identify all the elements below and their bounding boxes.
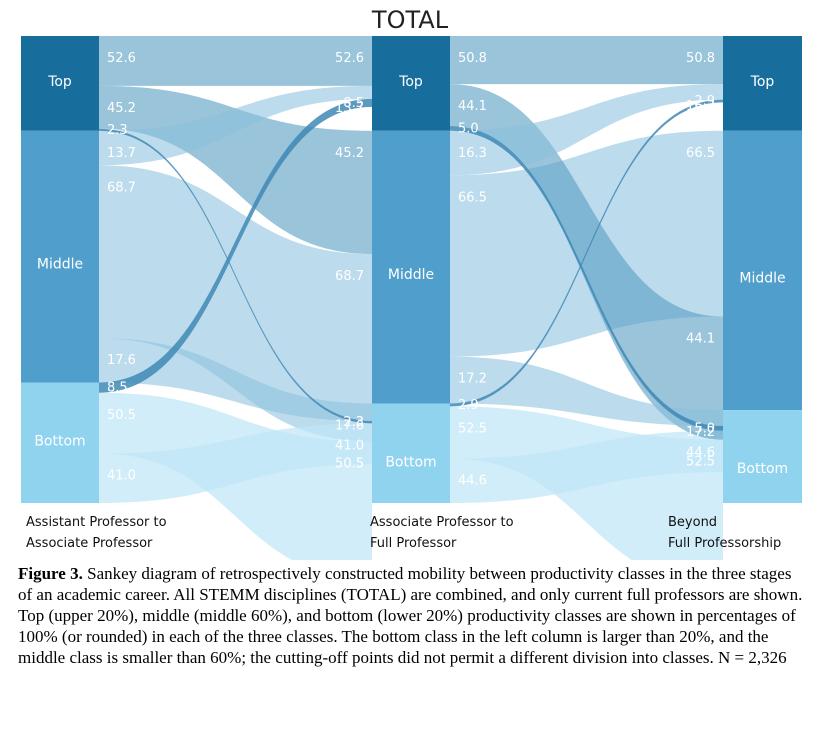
caption-label: Figure 3. [18,564,83,583]
flow-labels: 68.7 68.7 52.6 52.6 50.5 50.5 45.2 45.2 41.0 41.0… [107,51,715,489]
flow-label-target: 17.6 [335,419,364,434]
flow-band-s2-top-to-middle [450,84,723,440]
flow-label-source: 16.3 [458,146,487,161]
flow-label-source: 45.2 [107,101,136,116]
flow-label-source: 5.0 [458,121,479,136]
flow-label-target: 66.5 [686,146,715,161]
node-label-bottom: Bottom [34,434,85,450]
node-middle-col1 [21,130,99,383]
flow-band-s2-bottom-to-bottom [450,430,723,503]
flow-label-source: 52.6 [107,51,136,66]
flow-label-target: 8.5 [343,96,364,111]
flow-label-source: 66.5 [458,190,487,205]
node-label-bottom: Bottom [385,455,436,471]
node-top-col1 [21,36,99,131]
flow-label-source: 13.7 [107,146,136,161]
node-label-top: Top [398,74,423,90]
stage-label-1-line2: Associate Professor [26,536,153,551]
flow-band-s2-middle-to-top [450,84,723,176]
flow-label-target: 44.6 [686,446,715,461]
flow-label-source: 8.5 [107,381,128,396]
flow-label-source: 52.5 [458,421,487,436]
node-top-col2 [372,36,450,131]
flow-label-target: 52.5 [686,455,715,470]
node-bottom-col1 [21,382,99,503]
stage-label-1: Assistant Professor to Associate Profess… [26,512,167,554]
node-top-col3 [723,36,802,131]
flow-label-target: 41.0 [335,438,364,453]
node-label-bottom: Bottom [737,461,788,477]
stage-label-2-line2: Full Professor [370,536,457,551]
flow-label-source: 44.6 [458,474,487,489]
flow-label-target: 2.3 [343,415,364,430]
flow-label-source: 17.2 [458,372,487,387]
caption-text: Sankey diagram of retrospectively constr… [18,564,803,667]
node-middle-col2 [372,130,450,404]
flow-band-s2-top-to-bottom [450,125,723,431]
node-label-middle: Middle [388,267,434,283]
sankey-diagram: TOTAL Top Middle Bottom Top Middle Bottom Top M… [21,6,802,560]
flow-label-target: 44.1 [686,332,715,347]
flow-band-s1-bottom-to-bottom [99,423,372,503]
flow-label-source: 44.1 [458,99,487,114]
flow-label-target: 13.7 [335,101,364,116]
flow-label-target: 16.3 [686,99,715,114]
flow-band-s1-middle-to-middle [99,165,372,442]
class-nodes: Top Middle Bottom Top Middle Bottom Top Middle B… [21,36,802,503]
flow-bands [99,36,723,560]
flow-band-s1-top-to-bottom [99,128,372,424]
flow-label-source: 17.6 [107,353,136,368]
node-bottom-col2 [372,403,450,503]
flow-label-target: 45.2 [335,146,364,161]
figure-caption: Figure 3. Sankey diagram of retrospectiv… [18,563,808,668]
flow-band-s2-bottom-to-top [450,99,723,407]
chart-title: TOTAL [371,6,449,34]
node-label-middle: Middle [37,257,83,273]
flow-label-target: 17.2 [686,425,715,440]
node-label-top: Top [750,74,775,90]
flow-label-source: 50.8 [458,51,487,66]
node-label-top: Top [47,74,72,90]
stage-label-3-line1: Beyond [668,515,718,530]
flow-label-target: 50.8 [686,51,715,66]
flow-band-s1-top-to-top [99,36,372,86]
flow-label-target: 2.9 [694,94,715,109]
flow-label-source: 68.7 [107,180,136,195]
flow-label-target: 68.7 [335,269,364,284]
flow-label-source: 2.3 [107,123,128,138]
flow-label-target: 52.6 [335,51,364,66]
flow-band-s1-middle-to-top [99,85,372,166]
flow-band-s2-top-to-top [450,36,723,85]
flow-label-source: 2.9 [458,398,479,413]
flow-label-target: 50.5 [335,456,364,471]
flow-label-target: 5.0 [694,421,715,436]
flow-label-source: 50.5 [107,408,136,423]
flow-band-s1-bottom-to-top [99,98,372,393]
stage-label-2: Associate Professor to Full Professor [370,512,514,554]
node-label-middle: Middle [739,270,785,286]
stage-label-2-line1: Associate Professor to [370,515,514,530]
stage-label-3: Beyond Full Professorship [668,512,781,554]
stage-label-3-line2: Full Professorship [668,536,782,551]
node-bottom-col3 [723,410,802,503]
node-middle-col3 [723,130,802,411]
flow-label-source: 41.0 [107,469,136,484]
stage-label-1-line1: Assistant Professor to [26,515,167,530]
